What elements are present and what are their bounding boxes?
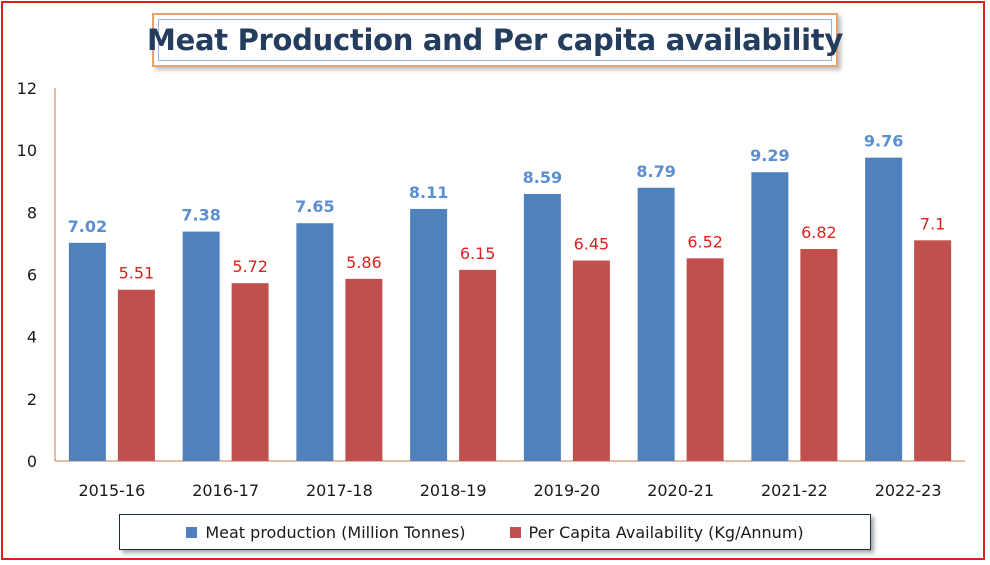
bar-meat-production	[637, 187, 675, 461]
x-tick-label: 2015-16	[78, 481, 145, 500]
y-tick-label: 12	[17, 79, 37, 98]
data-label-per-capita: 5.51	[119, 264, 155, 283]
plot-area: 0 2 4 6 8 10 12 7.02 5.51 2015-16 7.38 5.72 2016-17 7…	[17, 79, 965, 500]
legend-label-production: Meat production (Million Tonnes)	[205, 522, 466, 542]
x-tick-label: 2018-19	[420, 481, 487, 500]
x-tick-label: 2022-23	[875, 481, 942, 500]
x-tick-label: 2021-22	[761, 481, 828, 500]
data-label-meat-production: 7.38	[181, 206, 220, 225]
data-label-per-capita: 7.1	[920, 214, 945, 233]
legend-item-production: Meat production (Million Tonnes)	[186, 522, 466, 542]
y-tick-label: 8	[27, 203, 37, 222]
data-label-per-capita: 5.72	[232, 257, 268, 276]
y-tick-label: 10	[17, 141, 37, 160]
y-tick-label: 6	[27, 266, 37, 285]
data-label-meat-production: 9.29	[750, 146, 789, 165]
bar-meat-production	[751, 172, 789, 461]
bar-per-capita	[914, 240, 952, 461]
data-label-meat-production: 7.65	[295, 197, 334, 216]
legend-swatch-production	[186, 526, 198, 538]
bar-meat-production	[296, 223, 334, 461]
x-tick-label: 2020-21	[647, 481, 714, 500]
y-tick-label: 4	[27, 328, 37, 347]
data-label-meat-production: 9.76	[864, 132, 903, 151]
data-label-meat-production: 8.79	[636, 162, 675, 181]
bar-meat-production	[182, 231, 220, 461]
bar-per-capita	[345, 278, 383, 461]
data-label-per-capita: 6.82	[801, 223, 837, 242]
title-inner-border	[158, 19, 832, 61]
legend-label-per-capita: Per Capita Availability (Kg/Annum)	[528, 522, 804, 542]
bar-meat-production	[865, 157, 903, 462]
legend: Meat production (Million Tonnes) Per Cap…	[119, 514, 871, 550]
data-label-meat-production: 8.59	[523, 168, 562, 187]
y-tick-label: 0	[27, 452, 37, 471]
y-tick-label: 2	[27, 390, 37, 409]
x-tick-label: 2017-18	[306, 481, 373, 500]
chart-title: Meat Production and Per capita availabil…	[147, 23, 843, 57]
bar-per-capita	[686, 258, 724, 461]
data-label-meat-production: 7.02	[68, 217, 107, 236]
bar-per-capita	[117, 289, 155, 461]
bar-per-capita	[459, 269, 497, 461]
chart-title-box: Meat Production and Per capita availabil…	[147, 13, 843, 67]
x-tick-label: 2019-20	[533, 481, 600, 500]
bar-per-capita	[572, 260, 610, 461]
bar-per-capita	[231, 283, 269, 461]
bar-meat-production	[523, 193, 561, 461]
bar-meat-production	[410, 208, 448, 461]
data-label-meat-production: 8.11	[409, 183, 448, 202]
data-label-per-capita: 6.45	[574, 235, 610, 254]
data-label-per-capita: 6.52	[687, 232, 723, 251]
bar-meat-production	[68, 242, 106, 461]
data-label-per-capita: 5.86	[346, 253, 382, 272]
bar-per-capita	[800, 249, 838, 461]
x-tick-label: 2016-17	[192, 481, 259, 500]
data-label-per-capita: 6.15	[460, 244, 496, 263]
legend-swatch-per-capita	[509, 526, 521, 538]
legend-item-per-capita: Per Capita Availability (Kg/Annum)	[509, 522, 804, 542]
